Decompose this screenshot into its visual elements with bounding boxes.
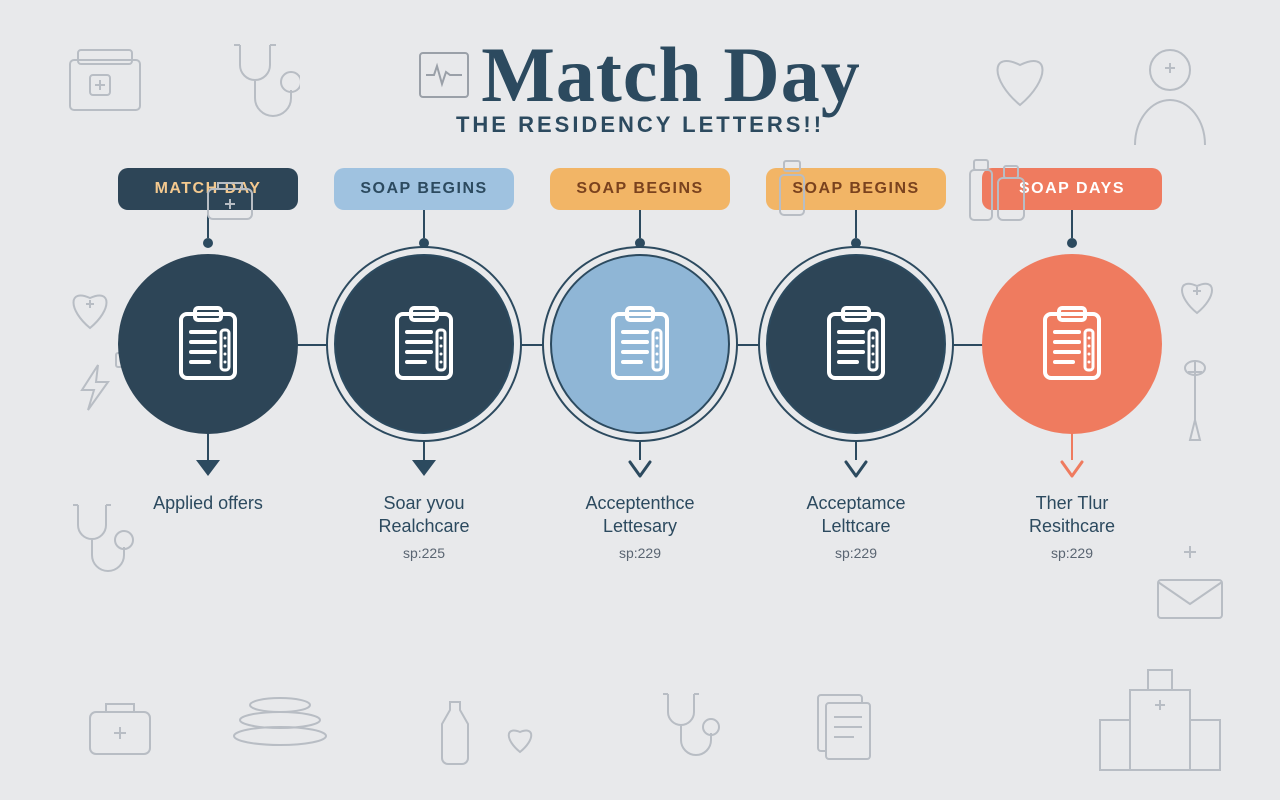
label-3: AcceptamceLelttcare sp:229 (766, 492, 946, 561)
labels-row: Applied offers Soar yvouRealchcare sp:22… (0, 492, 1280, 561)
documents-icon (800, 685, 880, 765)
clipboard-icon (389, 304, 459, 384)
stethoscope-icon (50, 490, 140, 590)
heart-icon (980, 40, 1060, 115)
circle-2 (550, 254, 730, 434)
ecg-icon (419, 52, 469, 98)
circle-0 (118, 254, 298, 434)
arrow-4 (982, 430, 1162, 480)
clipboard-icon (1037, 304, 1107, 384)
label-2: AcceptenthceLettesary sp:229 (550, 492, 730, 561)
mail-icon (1150, 570, 1230, 625)
label-0: Applied offers (118, 492, 298, 561)
bottle-icon (430, 690, 480, 765)
clipboard-icon (821, 304, 891, 384)
heart-outline-icon (500, 720, 540, 758)
medkit-icon (80, 690, 160, 760)
hospital-icon (1080, 650, 1240, 780)
cross-icon (1170, 540, 1210, 570)
stethoscope-icon (640, 680, 730, 775)
stack-icon (230, 690, 330, 750)
circle-3 (766, 254, 946, 434)
circles-wrap (0, 254, 1280, 434)
arrow-row (0, 430, 1280, 480)
folder-plus-icon (60, 40, 150, 120)
label-4: Ther TlurResithcare sp:229 (982, 492, 1162, 561)
bottle-icon (770, 155, 815, 220)
circle-1 (334, 254, 514, 434)
circle-4 (982, 254, 1162, 434)
page-subtitle: THE RESIDENCY LETTERS!! (0, 112, 1280, 138)
arrow-1 (334, 430, 514, 480)
page-title: Match Day (481, 30, 860, 120)
bottles-icon (960, 150, 1030, 225)
arrow-2 (550, 430, 730, 480)
arrow-0 (118, 430, 298, 480)
clipboard-icon (605, 304, 675, 384)
person-plus-icon (1120, 40, 1220, 150)
pill-1: SOAP BEGINS (334, 168, 514, 210)
pill-2: SOAP BEGINS (550, 168, 730, 210)
pills-row: MATCH DAY SOAP BEGINS SOAP BEGINS SOAP B… (0, 168, 1280, 210)
clipboard-icon (173, 304, 243, 384)
medkit-small-icon (200, 175, 260, 225)
connector-row (0, 210, 1280, 248)
label-1: Soar yvouRealchcare sp:225 (334, 492, 514, 561)
arrow-3 (766, 430, 946, 480)
stethoscope-icon (210, 30, 300, 130)
header: Match Day THE RESIDENCY LETTERS!! (0, 0, 1280, 138)
